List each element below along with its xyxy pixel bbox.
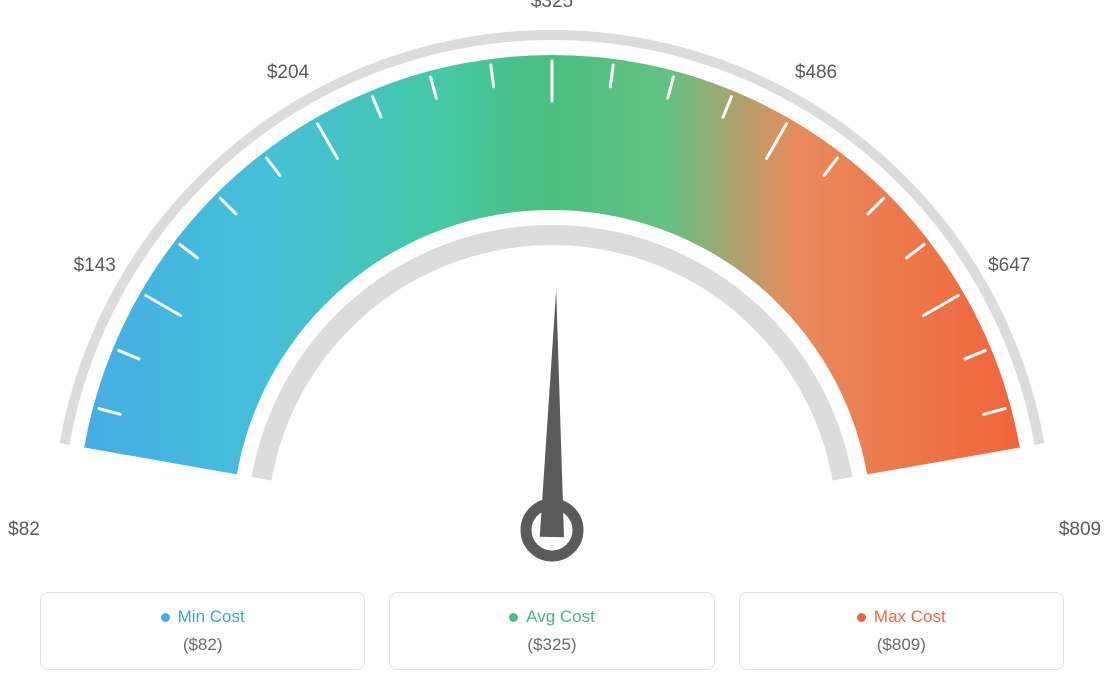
legend-dot-icon bbox=[161, 613, 170, 622]
cost-gauge: $82 $143 $204 $325 $486 $647 $809 bbox=[0, 0, 1104, 570]
gauge-label: $325 bbox=[531, 0, 573, 13]
gauge-tick-minor bbox=[87, 469, 109, 472]
legend-top: Avg Cost bbox=[509, 607, 595, 627]
legend-top: Min Cost bbox=[161, 607, 245, 627]
gauge-label: $204 bbox=[267, 62, 309, 84]
legend-card: Min Cost ($82) bbox=[40, 592, 365, 670]
legend-value: ($325) bbox=[527, 635, 576, 655]
gauge-label: $809 bbox=[1059, 519, 1101, 541]
legend-card: Max Cost ($809) bbox=[739, 592, 1064, 670]
legend-dot-icon bbox=[857, 613, 866, 622]
legend-label: Min Cost bbox=[178, 607, 245, 627]
gauge-label: $486 bbox=[795, 62, 837, 84]
legend-value: ($82) bbox=[183, 635, 223, 655]
legend-top: Max Cost bbox=[857, 607, 946, 627]
legend-label: Avg Cost bbox=[526, 607, 595, 627]
legend-row: Min Cost ($82) Avg Cost ($325) Max Cost ($809… bbox=[40, 592, 1064, 670]
legend-card: Avg Cost ($325) bbox=[389, 592, 714, 670]
gauge-label: $647 bbox=[988, 255, 1030, 277]
legend-value: ($809) bbox=[877, 635, 926, 655]
gauge-label: $82 bbox=[8, 519, 40, 541]
gauge-tick-minor bbox=[995, 469, 1017, 472]
legend-dot-icon bbox=[509, 613, 518, 622]
gauge-svg bbox=[0, 0, 1104, 570]
legend-label: Max Cost bbox=[874, 607, 946, 627]
gauge-label: $143 bbox=[74, 255, 116, 277]
